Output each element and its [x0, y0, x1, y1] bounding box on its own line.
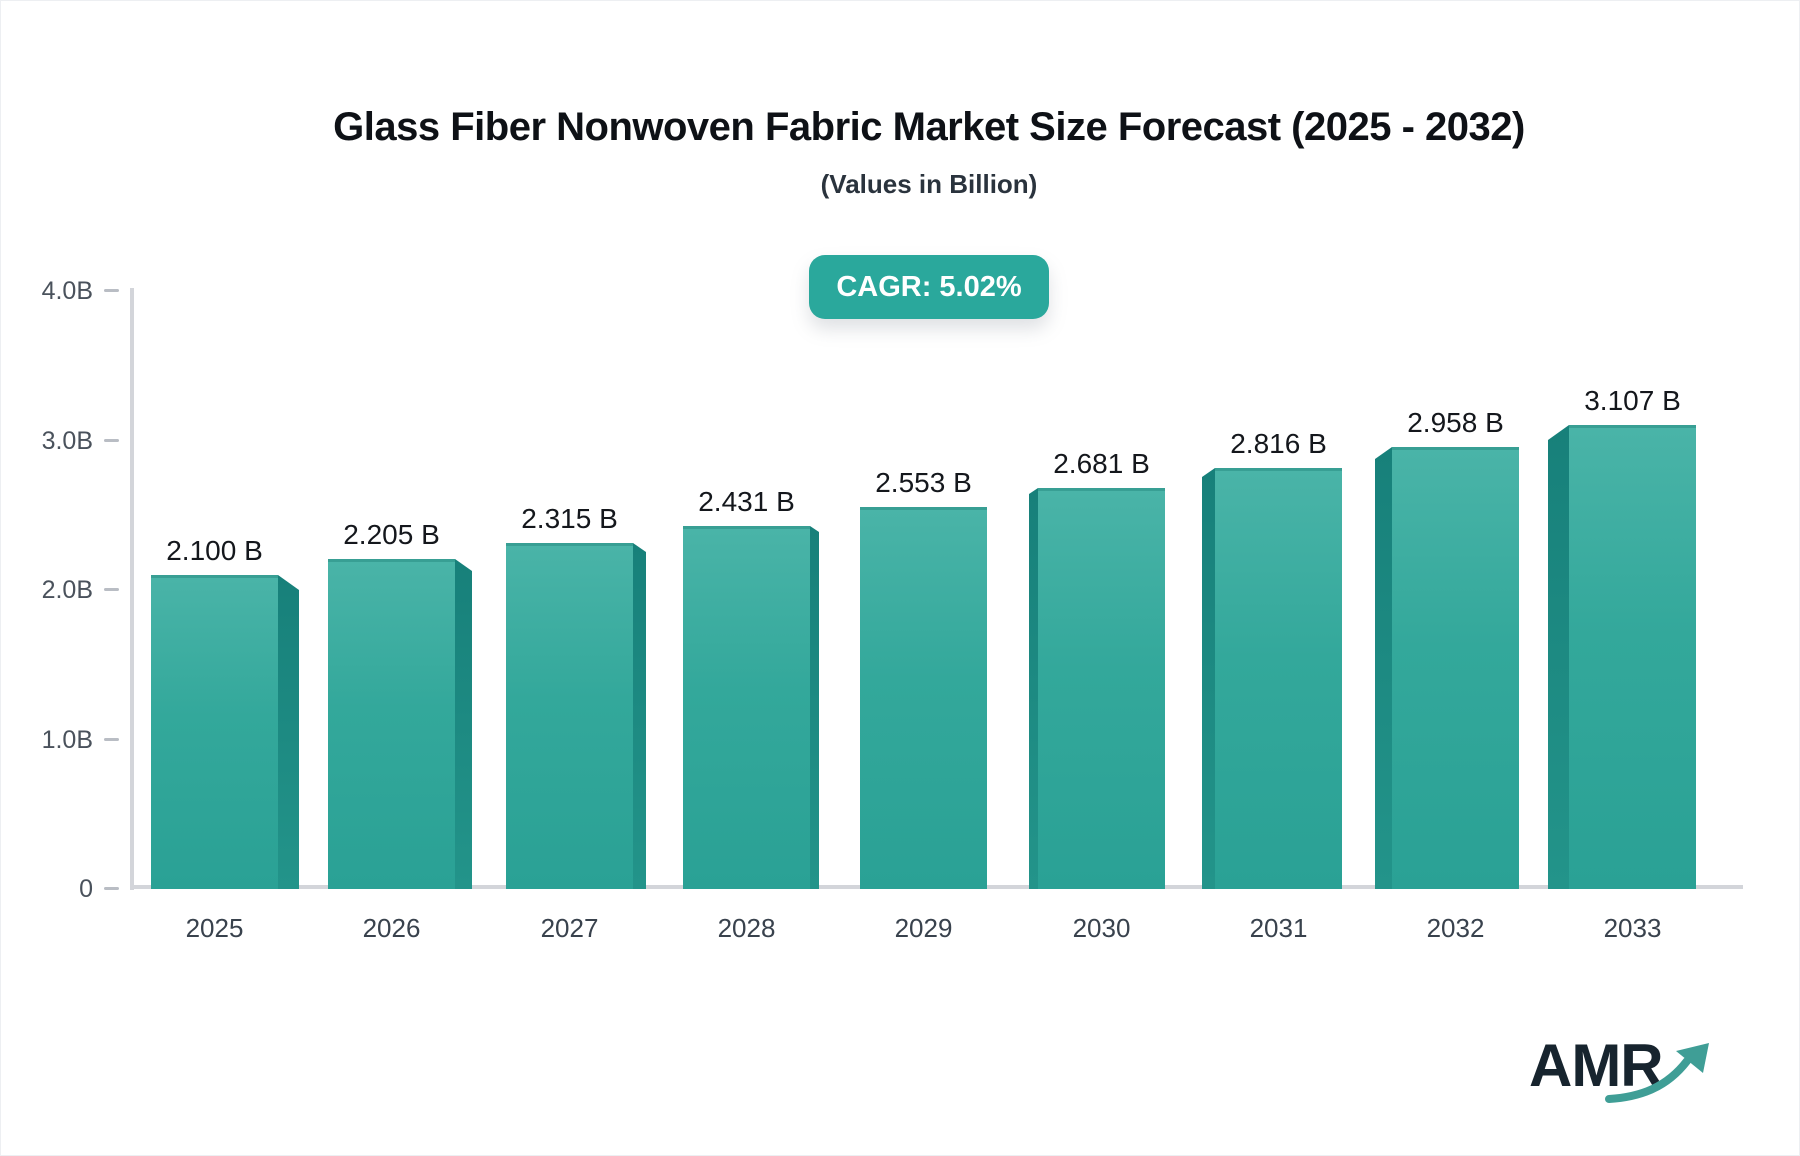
bar-face — [1569, 425, 1696, 889]
x-tick-label-2026: 2026 — [362, 913, 421, 943]
bar-face — [1215, 468, 1342, 889]
brand-logo: AMR — [1529, 1031, 1729, 1121]
bar-2025: 2.100 B — [151, 535, 299, 889]
x-tick-label-2030: 2030 — [1072, 913, 1131, 943]
bar-face — [151, 575, 278, 889]
y-tick-dash — [104, 737, 119, 741]
chart-subtitle: (Values in Billion) — [820, 169, 1038, 199]
y-tick-dash — [104, 887, 119, 890]
bar-2029: 2.553 B — [860, 467, 987, 889]
y-tick-dash — [104, 289, 119, 292]
bar-side-face — [278, 575, 299, 889]
trend-up-arrow-icon — [1605, 1043, 1709, 1103]
bar-2026: 2.205 B — [328, 519, 472, 889]
bar-side-face — [1202, 468, 1215, 889]
bar-value-label: 3.107 B — [1584, 385, 1681, 416]
bar-2028: 2.431 B — [683, 486, 819, 889]
bar-value-label: 2.100 B — [166, 535, 263, 566]
bar-face — [1392, 447, 1519, 889]
bar-face — [1038, 488, 1165, 889]
bar-face — [683, 526, 810, 889]
brand-logo-text: AMR — [1529, 1032, 1664, 1099]
bar-2033: 3.107 B — [1548, 385, 1696, 889]
x-tick-label-2031: 2031 — [1249, 913, 1308, 943]
y-tick-label: 0 — [79, 875, 93, 903]
x-tick-label-2033: 2033 — [1603, 913, 1662, 943]
x-tick-label-2025: 2025 — [185, 913, 244, 943]
bar-value-label: 2.816 B — [1230, 428, 1327, 459]
y-tick-dash — [104, 438, 119, 442]
bar-value-label: 2.681 B — [1053, 448, 1150, 479]
x-tick-label-2028: 2028 — [717, 913, 776, 943]
bar-2032: 2.958 B — [1375, 407, 1519, 889]
bar-side-face — [633, 543, 646, 889]
cagr-badge-row: CAGR: 5.02% — [29, 255, 1799, 319]
bar-side-face — [810, 526, 819, 889]
bar-face — [506, 543, 633, 889]
bar-2030: 2.681 B — [1029, 448, 1165, 889]
bar-side-face — [455, 559, 472, 889]
bar-side-face — [1548, 425, 1569, 889]
y-tick-label: 4.0B — [41, 277, 93, 305]
bar-face — [328, 559, 455, 889]
y-tick-label: 1.0B — [41, 725, 93, 754]
y-tick-label: 2.0B — [41, 576, 93, 604]
bar-value-label: 2.958 B — [1407, 407, 1504, 438]
bar-face — [860, 507, 987, 889]
bar-value-label: 2.553 B — [875, 467, 972, 498]
bar-value-label: 2.205 B — [343, 519, 440, 550]
y-axis-line — [130, 288, 134, 890]
x-tick-label-2032: 2032 — [1426, 913, 1485, 943]
x-tick-label-2027: 2027 — [540, 913, 599, 943]
bar-2031: 2.816 B — [1202, 428, 1342, 889]
y-tick-dash — [104, 588, 119, 591]
x-tick-label-2029: 2029 — [894, 913, 953, 943]
chart-title: Glass Fiber Nonwoven Fabric Market Size … — [333, 105, 1525, 149]
bar-value-label: 2.431 B — [698, 486, 795, 517]
y-tick-label: 3.0B — [41, 426, 93, 455]
bar-side-face — [1029, 488, 1038, 889]
bar-2027: 2.315 B — [506, 503, 646, 889]
bar-side-face — [1375, 447, 1392, 889]
cagr-badge: CAGR: 5.02% — [809, 255, 1049, 319]
bar-value-label: 2.315 B — [521, 503, 618, 534]
